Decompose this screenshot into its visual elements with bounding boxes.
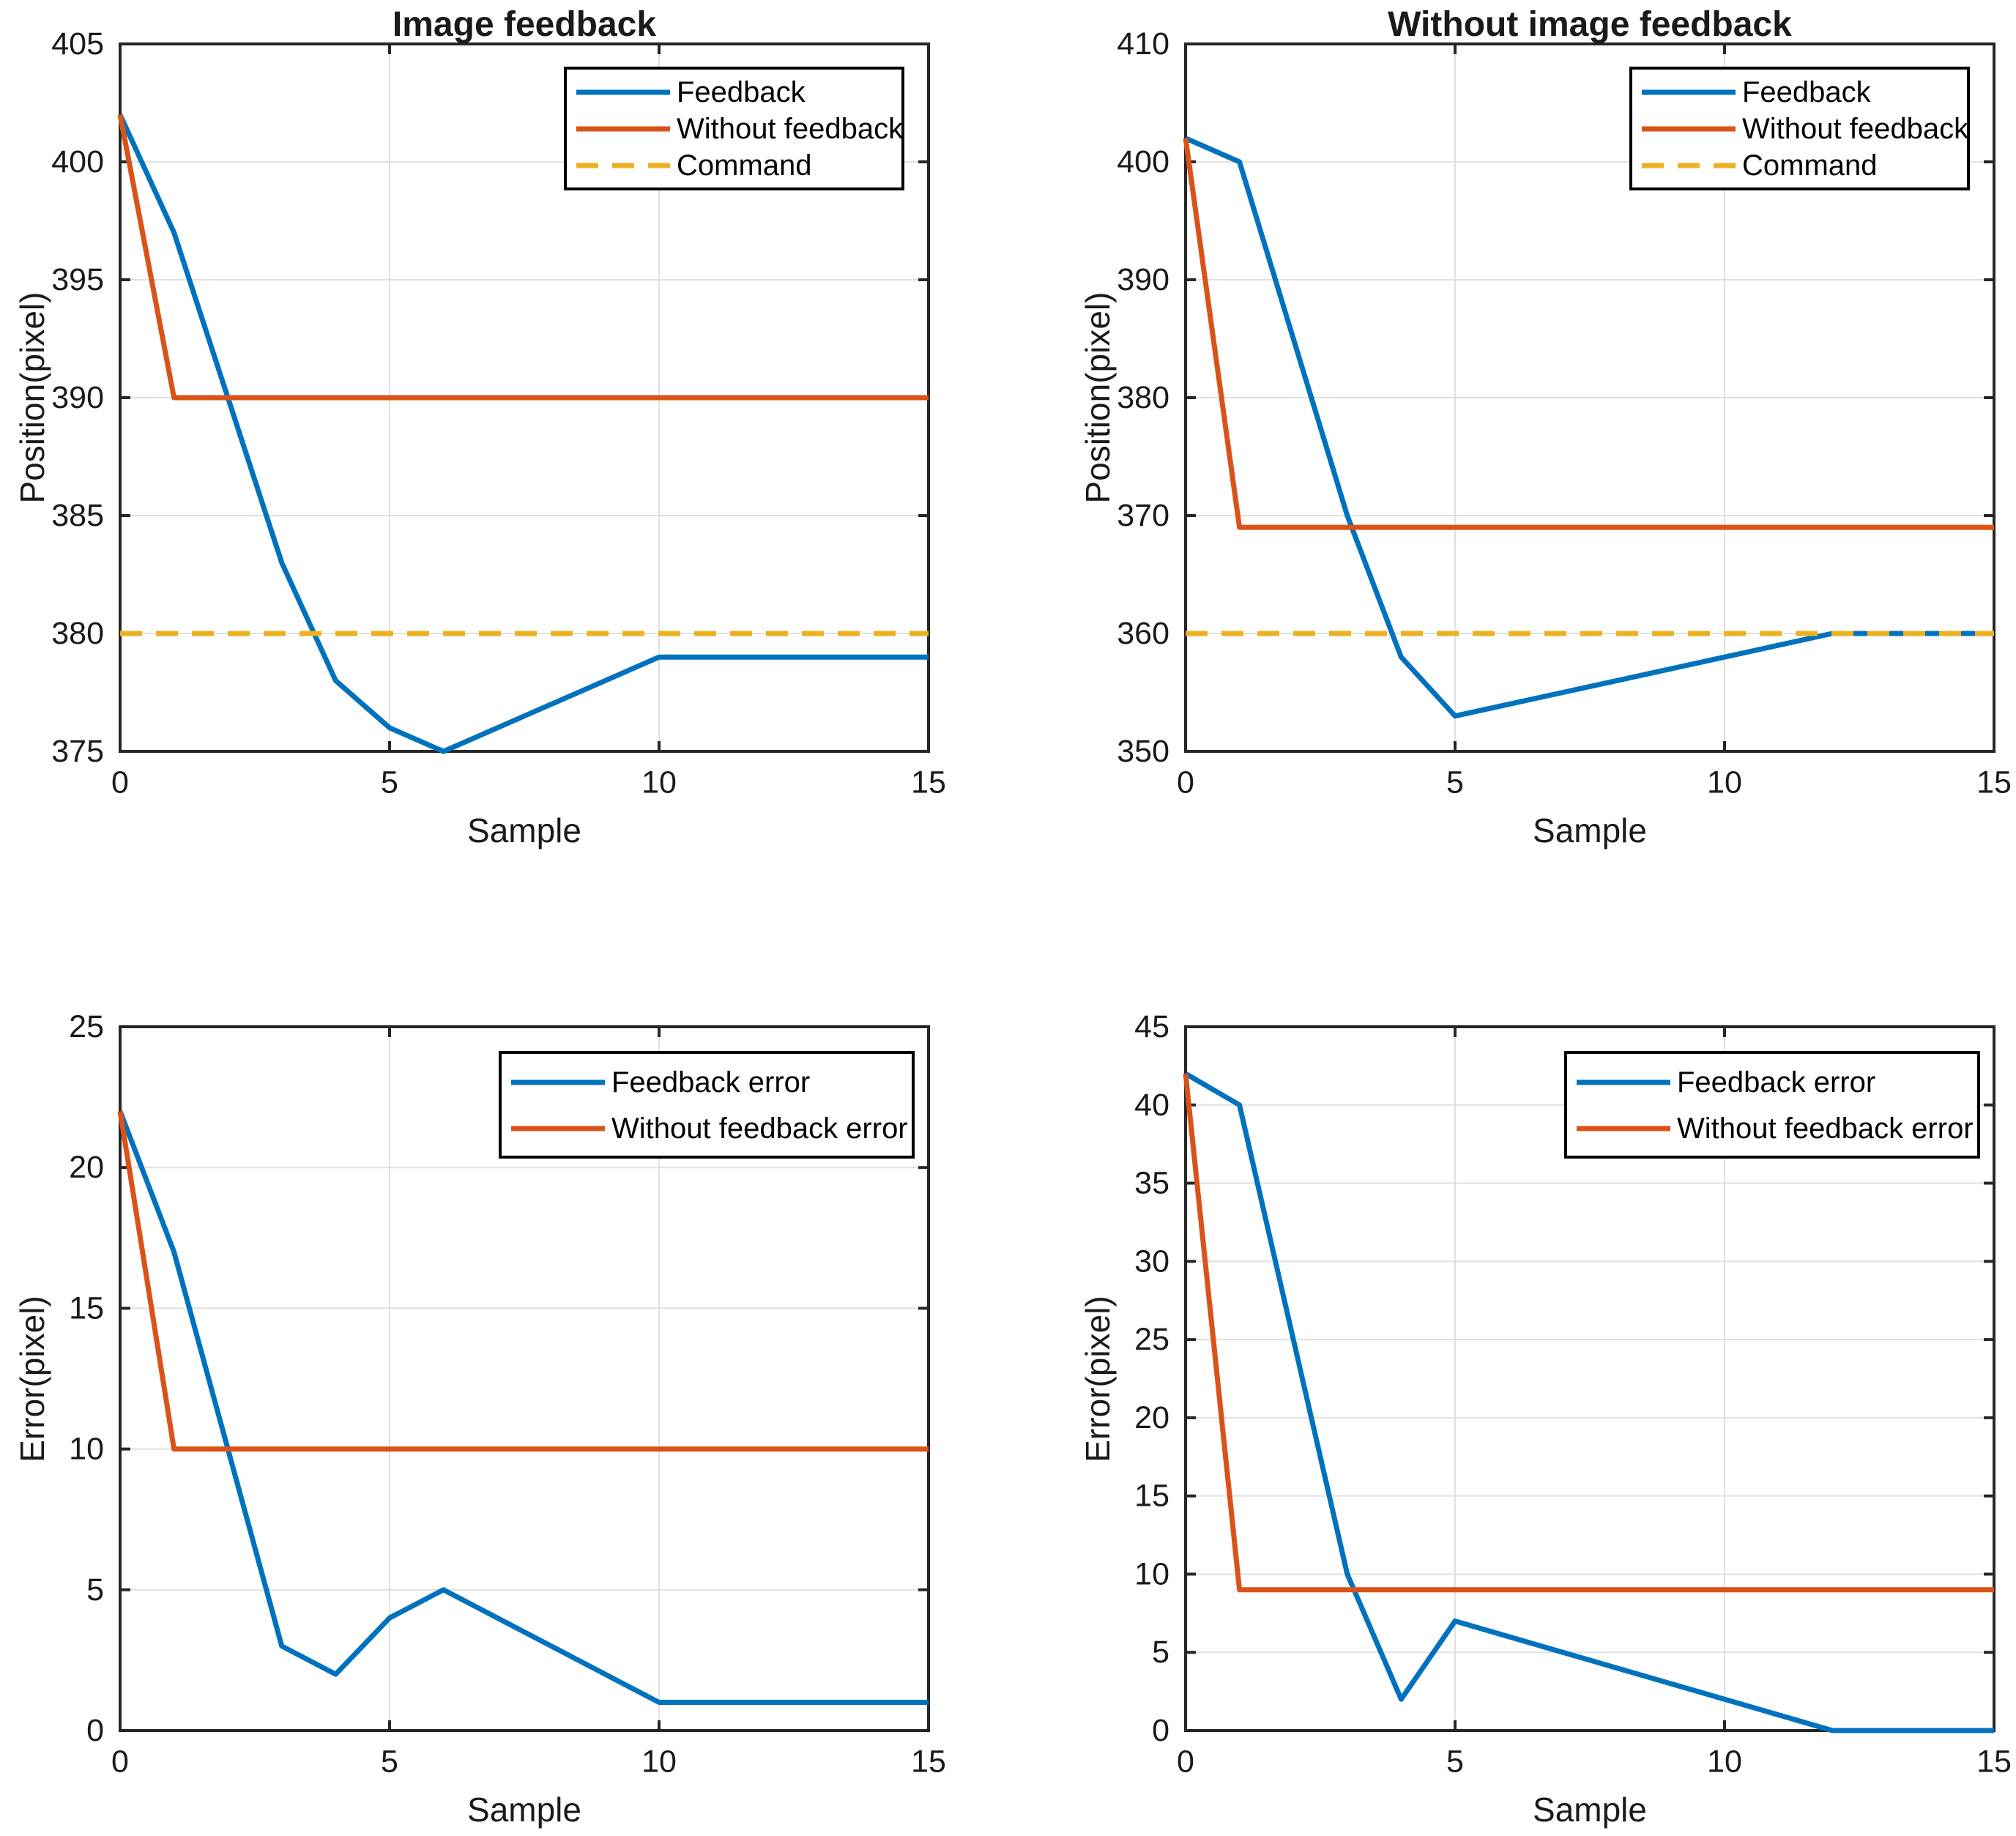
series-line-without-feedback-error — [117, 1110, 929, 1452]
x-tick-label: 0 — [1177, 1744, 1194, 1779]
y-tick-label: 30 — [1134, 1244, 1169, 1279]
legend-label-feedback-error: Feedback error — [1677, 1066, 1875, 1099]
series-line-without-feedback — [117, 114, 929, 401]
y-tick-label: 360 — [1117, 616, 1169, 651]
x-tick-label: 10 — [1707, 1744, 1742, 1779]
x-tick-label: 0 — [1177, 765, 1194, 800]
x-tick-labels: 0 5 10 15 — [1177, 1744, 2012, 1779]
x-tick-label: 15 — [911, 765, 946, 800]
legend-label-command: Command — [1742, 149, 1878, 182]
legend: Feedback error Without feedback error — [499, 1051, 915, 1159]
legend-label-command: Command — [677, 149, 812, 182]
series-line-feedback — [117, 114, 929, 754]
y-tick-label: 45 — [1134, 1009, 1169, 1044]
legend: Feedback Without feedback Command — [564, 67, 904, 190]
y-tick-label: 375 — [51, 734, 104, 769]
y-tick-label: 0 — [1152, 1713, 1169, 1748]
y-tick-label: 390 — [1117, 262, 1169, 297]
legend-box — [1564, 1051, 1980, 1159]
legend: Feedback Without feedback Command — [1629, 67, 1970, 190]
series-line-without-feedback — [1183, 138, 1994, 530]
legend-label-feedback: Feedback — [677, 76, 806, 108]
y-tick-label: 25 — [69, 1009, 104, 1044]
y-tick-label: 410 — [1117, 26, 1169, 62]
y-axis-label-position-top-right: Position(pixel) — [1079, 291, 1117, 504]
y-tick-label: 5 — [86, 1572, 104, 1608]
y-tick-label: 25 — [1134, 1322, 1169, 1357]
axes-box — [1184, 1025, 1995, 1732]
y-tick-label: 35 — [1134, 1166, 1169, 1201]
x-tick-label: 10 — [641, 765, 677, 800]
y-tick-label: 380 — [1117, 380, 1169, 415]
x-tick-labels: 0 5 10 15 — [1177, 765, 2012, 800]
y-tick-label: 405 — [51, 26, 104, 62]
x-tick-label: 5 — [381, 1744, 398, 1779]
x-tick-label: 5 — [1446, 765, 1464, 800]
x-tick-label: 0 — [111, 765, 129, 800]
legend: Feedback error Without feedback error — [1564, 1051, 1980, 1159]
x-tick-labels: 0 5 10 15 — [111, 765, 946, 800]
series-line-without-feedback-error — [1183, 1073, 1994, 1593]
y-axis-label-position-top-left: Position(pixel) — [13, 291, 51, 504]
subplot-1: 0 5 10 15 350 360 370 380 390 400 410 Feedback Witho… — [1117, 26, 2012, 800]
y-tick-label: 380 — [51, 616, 104, 651]
legend-label-without-feedback: Without feedback — [1742, 113, 1969, 145]
y-tick-label: 15 — [1134, 1479, 1169, 1514]
y-tick-label: 40 — [1134, 1088, 1169, 1123]
plot-title-without-image-feedback: Without image feedback — [1388, 5, 1792, 44]
legend-label-feedback: Feedback — [1742, 76, 1872, 108]
y-tick-label: 350 — [1117, 734, 1169, 769]
y-tick-label: 20 — [69, 1150, 104, 1185]
x-tick-label: 10 — [641, 1744, 677, 1779]
x-tick-labels: 0 5 10 15 — [111, 1744, 946, 1779]
legend-label-without-feedback-error: Without feedback error — [1677, 1112, 1974, 1145]
y-tick-label: 5 — [1152, 1635, 1169, 1670]
y-tick-label: 385 — [51, 498, 104, 533]
x-tick-label: 15 — [1976, 1744, 2012, 1779]
x-tick-label: 5 — [381, 765, 398, 800]
y-tick-label: 10 — [69, 1432, 104, 1467]
y-tick-label: 370 — [1117, 498, 1169, 533]
legend-label-feedback-error: Feedback error — [611, 1066, 810, 1099]
y-tick-label: 10 — [1134, 1556, 1169, 1591]
y-tick-labels: 0 5 10 15 20 25 — [69, 1009, 104, 1748]
x-tick-label: 15 — [911, 1744, 946, 1779]
y-tick-label: 390 — [51, 380, 104, 415]
y-tick-labels: 375 380 385 390 395 400 405 — [51, 26, 104, 769]
x-axis-label-sample-bottom-right: Sample — [1533, 1791, 1647, 1829]
y-tick-labels: 0 5 10 15 20 25 30 35 40 45 — [1134, 1009, 1169, 1748]
legend-box — [499, 1051, 915, 1159]
x-axis-label-sample-bottom-left: Sample — [467, 1791, 581, 1829]
y-axis-label-error-bottom-left: Error(pixel) — [13, 1295, 51, 1463]
subplot-0: 0 5 10 15 375 380 385 390 395 400 405 Feedback Witho… — [51, 26, 946, 800]
subplot-2: 0 5 10 15 0 5 10 15 20 25 Feedback error Without fe… — [69, 1009, 946, 1779]
x-tick-label: 15 — [1976, 765, 2012, 800]
y-tick-labels: 350 360 370 380 390 400 410 — [1117, 26, 1169, 769]
series-line-feedback — [1184, 135, 1994, 719]
x-tick-label: 10 — [1707, 765, 1742, 800]
y-tick-label: 400 — [51, 144, 104, 179]
series-line-feedback-error — [1184, 1071, 1994, 1733]
series-line-feedback-error — [117, 1110, 929, 1706]
y-tick-label: 400 — [1117, 144, 1169, 179]
y-axis-label-error-bottom-right: Error(pixel) — [1079, 1295, 1117, 1463]
x-axis-label-sample-top-right: Sample — [1533, 811, 1647, 850]
y-tick-label: 395 — [51, 262, 104, 297]
axes-box — [119, 1025, 930, 1732]
y-tick-label: 0 — [86, 1713, 104, 1748]
x-axis-label-sample-top-left: Sample — [467, 811, 581, 850]
legend-label-without-feedback: Without feedback — [677, 113, 904, 145]
subplot-3: 0 5 10 15 0 5 10 15 20 25 30 35 40 45 Feedback error Wi… — [1134, 1009, 2012, 1779]
legend-label-without-feedback-error: Without feedback error — [611, 1112, 908, 1145]
plot-title-image-feedback: Image feedback — [392, 5, 657, 44]
x-tick-label: 0 — [111, 1744, 129, 1779]
y-tick-label: 15 — [69, 1290, 104, 1326]
x-tick-label: 5 — [1446, 1744, 1464, 1779]
y-tick-label: 20 — [1134, 1400, 1169, 1435]
